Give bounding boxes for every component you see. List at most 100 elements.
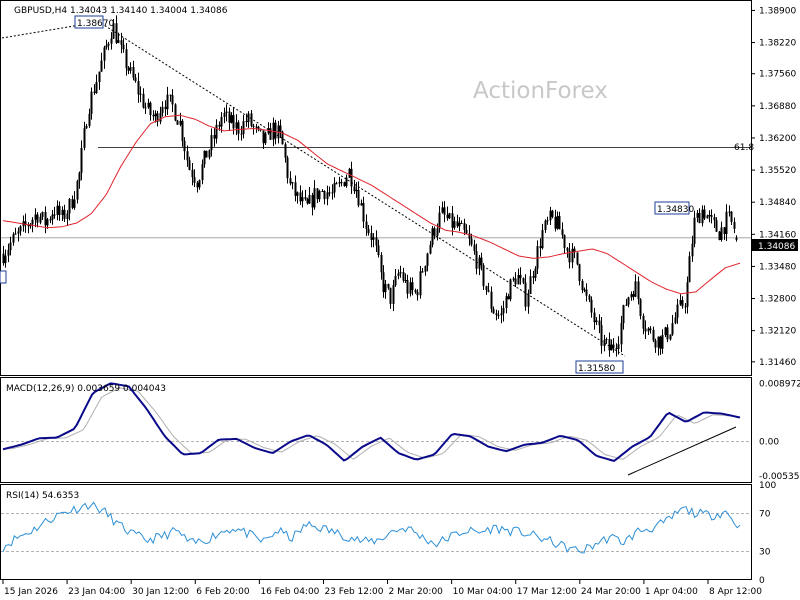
candle-body <box>100 60 103 72</box>
candle-body <box>210 135 213 151</box>
candle-body <box>686 282 689 307</box>
candle-body <box>367 228 370 234</box>
candle-body <box>129 66 132 71</box>
candle-body <box>384 283 387 293</box>
candle-body <box>36 214 39 223</box>
candle-body <box>318 190 321 200</box>
rsi-tick-label: 100 <box>759 481 776 491</box>
candle-body <box>117 40 120 43</box>
candle-body <box>291 182 294 184</box>
candle-body <box>713 217 716 221</box>
price-tick-label: 1.33480 <box>759 262 796 272</box>
candle-body <box>63 209 66 220</box>
candle-body <box>558 216 561 230</box>
candle-body <box>223 112 226 117</box>
candle-body <box>147 102 150 108</box>
candle-body <box>485 286 488 291</box>
candle-body <box>71 198 74 208</box>
candle-body <box>659 336 662 349</box>
candle-body <box>7 250 10 256</box>
candle-body <box>708 215 711 217</box>
candle-body <box>240 133 243 135</box>
candle-body <box>127 68 130 71</box>
candle-body <box>482 265 485 287</box>
candle-body <box>546 220 549 222</box>
candle-body <box>532 276 535 278</box>
candle-body <box>9 242 12 251</box>
candle-body <box>505 296 508 309</box>
current-price-marker: 1.34086 <box>752 239 798 252</box>
fib-level-label: 61.8 <box>734 143 754 153</box>
candle-body <box>306 199 309 204</box>
candle-body <box>414 290 417 292</box>
candle-body <box>39 216 42 223</box>
candle-body <box>225 111 228 113</box>
candle-body <box>377 245 380 256</box>
macd-lines: 0.008972 0.00 -0.005356 <box>1 379 800 482</box>
candle-body <box>49 219 52 221</box>
candle-body <box>630 294 633 298</box>
candle-body <box>208 150 211 158</box>
rsi-panel-frame <box>0 484 752 580</box>
candle-body <box>58 205 61 216</box>
candle-body <box>181 120 184 141</box>
candle-body <box>684 306 687 308</box>
candle-body <box>698 213 701 224</box>
candle-body <box>137 81 140 95</box>
candle-body <box>541 229 544 249</box>
candle-body <box>733 221 736 229</box>
candle-body <box>478 257 481 269</box>
candle-body <box>644 328 647 332</box>
candle-body <box>666 327 669 340</box>
candle-body <box>85 125 88 129</box>
candle-body <box>345 177 348 187</box>
rsi-line: 100 70 30 0 <box>1 481 776 586</box>
candle-body <box>561 229 564 235</box>
candle-body <box>152 114 155 117</box>
candle-body <box>95 82 98 93</box>
candle-body <box>83 128 86 148</box>
candle-body <box>362 203 365 222</box>
watermark: ActionForex <box>473 78 608 104</box>
rsi-panel-header: RSI(14) 54.6353 <box>6 491 79 501</box>
candle-body <box>593 312 596 323</box>
time-tick-label: 2 Mar 20:00 <box>389 587 444 597</box>
candle-body <box>250 113 253 126</box>
candle-body <box>674 317 677 324</box>
candle-body <box>534 268 537 278</box>
candle-body <box>78 172 81 181</box>
svg-text:1.31580: 1.31580 <box>578 364 615 374</box>
candle-body <box>228 111 231 123</box>
candle-body <box>389 287 392 304</box>
candle-body <box>159 112 162 122</box>
candle-body <box>723 227 726 235</box>
macd-panel-frame <box>0 377 752 483</box>
candle-body <box>218 124 221 127</box>
price-tick-label: 1.32120 <box>759 327 796 337</box>
candle-body <box>365 221 368 229</box>
candle-body <box>600 325 603 346</box>
candle-body <box>527 293 530 307</box>
candle-body <box>232 115 235 129</box>
candle-body <box>242 121 245 134</box>
candle-body <box>451 213 454 228</box>
macd-tick-label: 0.00 <box>759 438 779 448</box>
candle-body <box>588 295 591 300</box>
candle-body <box>446 214 449 219</box>
candle-body <box>652 329 655 341</box>
candle-body <box>551 210 554 217</box>
price-tick-label: 1.35520 <box>759 166 796 176</box>
candle-body <box>375 237 378 246</box>
candle-body <box>615 347 618 349</box>
low-price-label: 1.31580 <box>575 360 624 374</box>
candle-body <box>252 125 255 128</box>
candle-body <box>142 93 145 108</box>
candle-body <box>205 150 208 158</box>
candle-body <box>264 133 267 144</box>
candle-body <box>536 246 539 269</box>
svg-text:1.34830: 1.34830 <box>657 205 694 215</box>
candle-body <box>676 304 679 318</box>
candle-body <box>419 271 422 296</box>
candle-body <box>554 216 557 229</box>
candle-body <box>230 115 233 123</box>
